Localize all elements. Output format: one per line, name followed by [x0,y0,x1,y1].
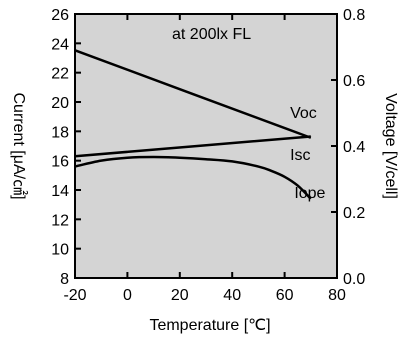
x-tick-label: 20 [171,287,189,304]
y-right-tick-label: 0.2 [343,205,365,222]
y-left-tick-label: 18 [51,124,69,141]
x-tick-label: 40 [223,287,241,304]
y-left-tick-label: 14 [51,183,69,200]
series-line-iope [74,155,312,200]
x-tick-label: 0 [123,287,132,304]
series-line-isc [74,135,311,158]
y-left-tick-label: 10 [51,242,69,259]
x-axis-title: Temperature [℃] [149,317,270,334]
y-left-tick-label: 20 [51,95,69,112]
x-tick-label: -20 [63,287,86,304]
series-label-voc: Voc [290,105,317,122]
y-right-tick-label: 0.6 [343,73,365,90]
y-right-tick-label: 0.8 [343,7,365,24]
y-left-tick-label: 24 [51,36,69,53]
series-line-voc [74,49,312,139]
y-right-tick-label: 0.0 [343,271,365,288]
chart-annotation: at 200lx FL [172,26,251,43]
x-tick-label: 60 [276,287,294,304]
y-left-tick-label: 12 [51,212,69,229]
y-left-tick-label: 26 [51,7,69,24]
series-layer [74,49,312,200]
y-left-tick-label: 8 [60,271,69,288]
y-left-tick-label: 16 [51,154,69,171]
y-left-tick-label: 22 [51,66,69,83]
y-right-tick-label: 0.4 [343,139,365,156]
x-tick-label: 80 [328,287,346,304]
labels-layer: -20 0 20 40 60 80 8 10 12 14 16 18 20 22 24 26 0.0 0.2 0.4… [51,7,365,304]
ticks-layer [74,13,338,279]
series-label-iope: Iope [294,185,325,202]
y-right-axis-title: Voltage [V/cell] [382,93,399,199]
series-label-isc: Isc [290,147,310,164]
y-left-axis-title: Current [μA/㎠] [10,92,28,199]
